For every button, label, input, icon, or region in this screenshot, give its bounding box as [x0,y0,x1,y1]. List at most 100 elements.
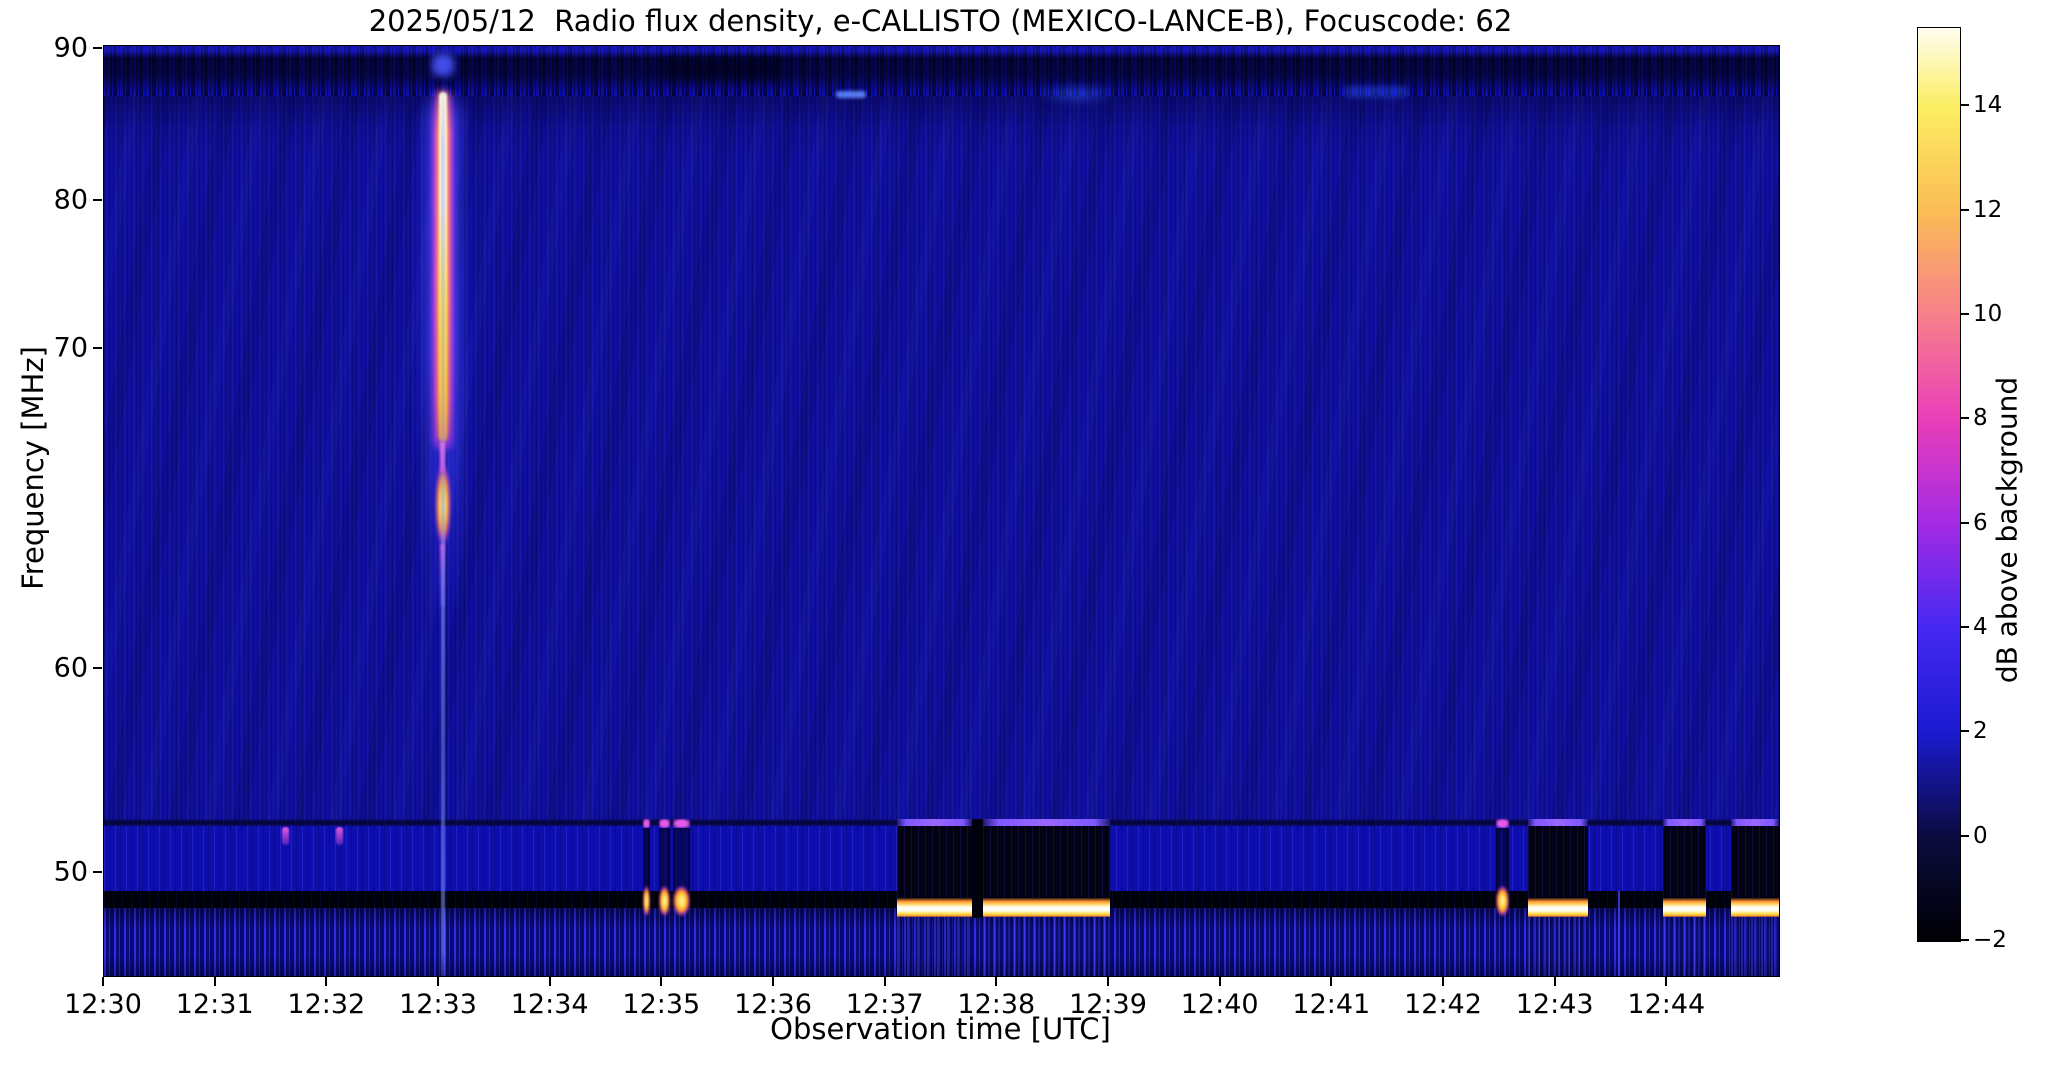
rfi-feature-vline [1618,819,1621,976]
y-tick-label: 60 [53,652,88,684]
x-tick-mark [1553,977,1556,986]
rfi-block-stripe-foot [983,917,1110,976]
rfi-dash-magenta-cap [1495,819,1509,828]
x-tick-label: 12:30 [64,989,142,1020]
x-tick-mark [1218,977,1221,986]
x-tick-mark [883,977,886,986]
colorbar-tick-mark [1961,625,1969,628]
rfi-block-violet-line [1730,819,1779,826]
x-tick-mark [102,977,104,986]
y-tick-mark [93,347,102,350]
x-tick-mark [1442,977,1444,986]
rfi-block-dark-body [896,826,972,898]
rfi-block-stripe-foot [1730,917,1779,976]
x-axis-label: Observation time [UTC] [770,1012,1111,1046]
colorbar-label: dB above background [1990,376,2024,684]
rfi-feature-dash [658,819,670,976]
top-cyan-streak [836,91,866,98]
x-tick-label: 12:43 [1515,989,1594,1020]
colorbar-tick-mark [1961,834,1969,837]
colorbar-tick-mark [1961,730,1969,733]
top-blue-smudge [1038,84,1118,104]
rfi-dash-dark-column [1495,828,1509,891]
x-tick-mark [437,977,439,986]
rfi-block-bright-line [1730,898,1779,917]
colorbar-tick-mark [1961,104,1969,107]
rfi-pink-dot [335,827,344,845]
rfi-feature-dot [335,819,344,976]
rfi-feature-dash [643,819,651,976]
rfi-block-stripe-foot [1662,917,1706,976]
colorbar-tick-label: 2 [1973,718,1988,745]
rfi-feature-dash [672,819,691,976]
x-tick-mark [213,977,216,986]
rfi-block-violet-line [1662,819,1706,826]
x-tick-mark [1107,977,1109,986]
rfi-block-violet-line [896,819,972,826]
rfi-dash-bright-blob [643,885,651,917]
y-tick-label: 80 [53,184,88,216]
rfi-dash-bright-blob [658,885,670,917]
x-tick-mark [1665,977,1668,986]
x-tick-label: 12:36 [734,989,812,1020]
rfi-dash-bright-blob [1495,885,1509,917]
x-tick-mark [995,977,998,986]
colorbar-tick-label: 10 [1973,300,2003,327]
colorbar-tick-label: 6 [1973,509,1988,536]
x-tick-mark [660,977,663,986]
rfi-dash-dark-column [643,828,651,891]
y-tick-mark [93,870,102,873]
y-tick-mark [93,46,102,49]
rfi-dash-bright-blob [672,885,691,917]
x-tick-label: 12:32 [287,989,366,1020]
rfi-block-stripe-foot [896,917,972,976]
top-blue-smudge-right [1344,86,1408,98]
rfi-block-violet-line [983,819,1110,826]
rfi-block-bright-line [896,898,972,917]
colorbar-tick-label: −2 [1973,927,2007,953]
x-tick-label: 12:34 [510,989,589,1020]
spectrogram-plot [103,45,1780,977]
top-noise-band [104,46,1779,96]
rfi-block-bright-line [1662,898,1706,917]
colorbar-tick-label: 4 [1973,613,1988,640]
rfi-dash-magenta-cap [658,819,670,828]
x-tick-label: 12:35 [622,989,701,1020]
chart-title: 2025/05/12 Radio flux density, e-CALLIST… [368,4,1513,38]
y-tick-mark [93,667,102,670]
x-tick-label: 12:37 [845,989,924,1020]
x-tick-mark [772,977,774,986]
rfi-dash-magenta-cap [672,819,691,828]
x-tick-label: 12:31 [175,989,254,1020]
x-tick-label: 12:39 [1069,989,1147,1020]
colorbar-tick-label: 14 [1973,92,2003,119]
x-tick-label: 12:38 [957,989,1036,1020]
x-tick-label: 12:33 [399,989,477,1020]
rfi-block-violet-line [1527,819,1588,826]
rfi-feature-block [896,819,972,976]
rfi-feature-block [1527,819,1588,976]
rfi-block-dark-body [1527,826,1588,898]
colorbar-tick-mark [1961,939,1969,941]
rfi-block-bright-line [983,898,1110,917]
rfi-dash-dark-column [658,828,670,891]
rfi-feature-block [1730,819,1779,976]
rfi-thin-blue-line [1618,891,1621,976]
rfi-block-bright-line [1527,898,1588,917]
colorbar-tick-mark [1961,521,1969,524]
y-tick-label: 50 [53,856,88,888]
colorbar-tick-mark [1961,312,1969,315]
x-tick-label: 12:41 [1292,989,1371,1020]
colorbar-tick-label: 8 [1973,405,1988,432]
colorbar-tick-mark [1961,208,1969,211]
rfi-dash-dark-column [672,828,691,891]
rfi-feature-dot [282,819,290,976]
colorbar-tick-label: 0 [1973,822,1988,849]
x-tick-label: 12:42 [1404,989,1482,1020]
rfi-pink-dot [282,827,290,845]
y-tick-label: 90 [53,32,88,64]
rfi-gap-dark-column [971,819,984,918]
x-tick-mark [548,977,551,986]
colorbar-tick-label: 12 [1973,196,2003,223]
